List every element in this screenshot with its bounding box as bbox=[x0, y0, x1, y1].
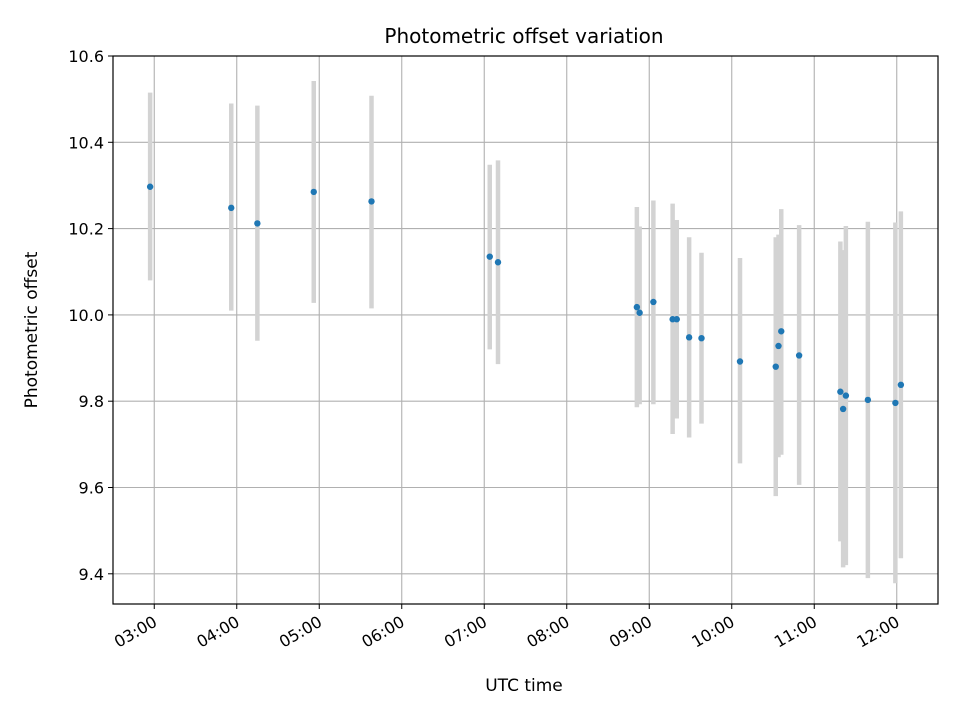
data-point bbox=[842, 392, 850, 399]
chart-title: Photometric offset variation bbox=[384, 24, 663, 48]
data-point bbox=[486, 253, 493, 260]
data-point bbox=[310, 188, 317, 196]
y-tick-label: 10.2 bbox=[68, 220, 104, 239]
y-tick-label: 9.8 bbox=[79, 392, 104, 411]
data-point bbox=[650, 298, 657, 306]
y-tick-label: 10.6 bbox=[68, 47, 104, 66]
data-point bbox=[633, 303, 641, 311]
data-point bbox=[494, 259, 502, 266]
data-point bbox=[837, 388, 844, 395]
y-tick-label: 10.4 bbox=[68, 133, 104, 152]
data-points bbox=[146, 183, 905, 413]
y-tick-label: 9.4 bbox=[79, 565, 104, 584]
data-point bbox=[673, 316, 680, 323]
data-point bbox=[736, 358, 744, 365]
data-point bbox=[795, 352, 803, 359]
data-point bbox=[698, 334, 705, 342]
y-tick-label: 10.0 bbox=[68, 306, 104, 325]
x-axis-label: UTC time bbox=[485, 676, 563, 696]
y-axis: 9.4 9.6 9.8 10.0 10.2 10.4 10.6 bbox=[68, 47, 113, 584]
data-point bbox=[778, 328, 785, 335]
data-point bbox=[146, 183, 154, 190]
data-point bbox=[254, 220, 261, 227]
data-point bbox=[636, 309, 643, 316]
data-point bbox=[685, 334, 693, 341]
y-tick-label: 9.6 bbox=[79, 478, 104, 497]
data-point bbox=[864, 396, 872, 404]
plot-frame bbox=[112, 55, 939, 605]
data-point bbox=[892, 399, 899, 407]
data-point bbox=[772, 363, 779, 370]
data-point bbox=[775, 342, 782, 350]
data-point bbox=[839, 405, 847, 413]
y-axis-label: Photometric offset bbox=[22, 251, 42, 408]
data-point bbox=[368, 198, 375, 205]
data-point bbox=[897, 381, 905, 388]
data-point bbox=[228, 204, 235, 212]
